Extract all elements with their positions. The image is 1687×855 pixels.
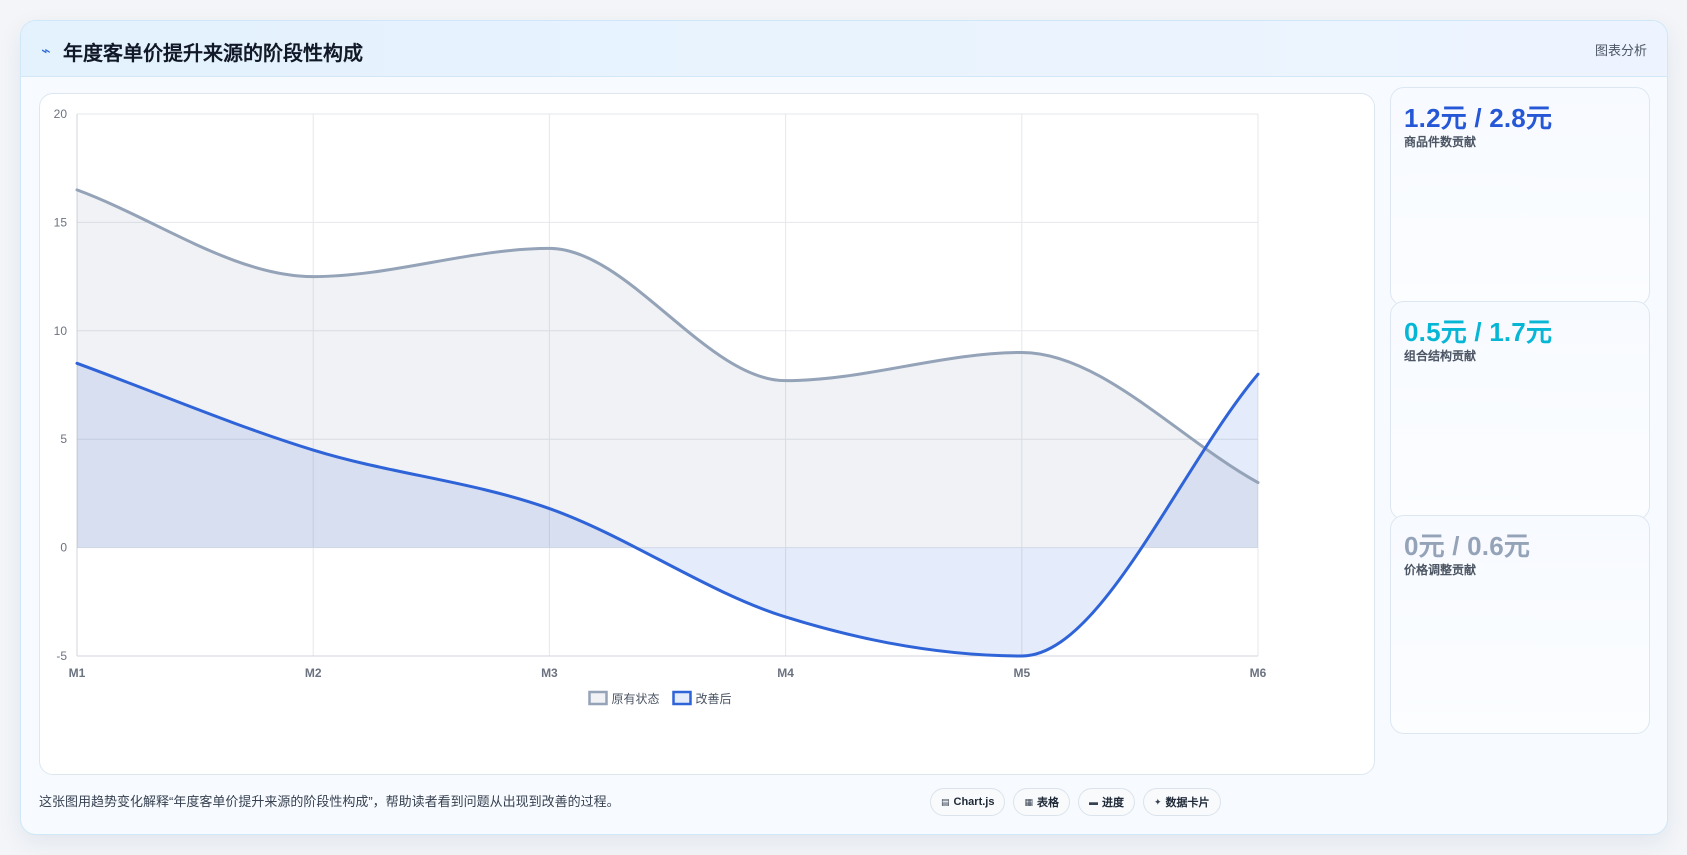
kpi-card-item-count: 1.2元 / 2.8元 商品件数贡献 bbox=[1390, 87, 1650, 306]
progress-icon: ▬ bbox=[1089, 797, 1098, 807]
legend-swatch bbox=[588, 690, 608, 706]
y-tick-label: 5 bbox=[60, 432, 67, 446]
series-area-1 bbox=[77, 363, 1258, 656]
table-icon: ▦ bbox=[1024, 796, 1033, 807]
series-line-0 bbox=[75, 188, 1260, 485]
x-tick-label: M6 bbox=[1250, 666, 1267, 680]
tool-chips: ▤ Chart.js ▦ 表格 ▬ 进度 ✦ 数据卡片 bbox=[930, 788, 1221, 816]
card-header: ⌁ 年度客单价提升来源的阶段性构成 图表分析 bbox=[21, 21, 1667, 77]
chart-icon: ▤ bbox=[941, 796, 950, 807]
chart-card: ⌁ 年度客单价提升来源的阶段性构成 图表分析 -5 0 5 10 15 20 M1 M2 M3 M… bbox=[20, 20, 1668, 835]
chip-label: 进度 bbox=[1102, 797, 1124, 809]
kpi-value: 0.5元 / 1.7元 bbox=[1404, 317, 1553, 347]
chip-table[interactable]: ▦ 表格 bbox=[1013, 788, 1070, 816]
series-area-0 bbox=[77, 189, 1258, 548]
y-tick-label: 10 bbox=[54, 324, 68, 338]
x-tick-label: M2 bbox=[305, 666, 322, 680]
kpi-card-bundle-structure: 0.5元 / 1.7元 组合结构贡献 bbox=[1390, 301, 1650, 520]
kpi-value: 0元 / 0.6元 bbox=[1404, 531, 1531, 561]
y-tick-label: 0 bbox=[60, 541, 67, 555]
y-tick-label: 20 bbox=[54, 107, 68, 121]
y-tick-label: 15 bbox=[54, 215, 68, 229]
x-tick-label: M4 bbox=[777, 666, 794, 680]
kpi-label: 价格调整贡献 bbox=[1404, 563, 1477, 577]
kpi-card-price-adjust: 0元 / 0.6元 价格调整贡献 bbox=[1390, 515, 1650, 734]
chip-label: 表格 bbox=[1037, 797, 1059, 809]
series-line-1 bbox=[75, 361, 1260, 658]
chip-label: Chart.js bbox=[953, 796, 995, 808]
chip-progress[interactable]: ▬ 进度 bbox=[1078, 788, 1135, 816]
page-title: 年度客单价提升来源的阶段性构成 bbox=[63, 43, 363, 65]
chart-caption: 这张图用趋势变化解释“年度客单价提升来源的阶段性构成”，帮助读者看到问题从出现到… bbox=[39, 794, 620, 809]
kpi-label: 组合结构贡献 bbox=[1404, 349, 1477, 363]
legend-label: 改善后 bbox=[696, 691, 732, 706]
x-tick-label: M5 bbox=[1013, 666, 1030, 680]
kpi-label: 商品件数贡献 bbox=[1404, 135, 1477, 149]
chart-analysis-tag: 图表分析 bbox=[1594, 43, 1647, 58]
y-tick-label: -5 bbox=[56, 649, 67, 663]
chart-line-icon: ⌁ bbox=[41, 43, 51, 60]
legend-label: 原有状态 bbox=[612, 692, 660, 706]
line-chart: -5 0 5 10 15 20 M1 M2 M3 M4 M5 M6 原有状态 改善后 bbox=[54, 107, 1267, 706]
chip-chartjs[interactable]: ▤ Chart.js bbox=[930, 788, 1006, 816]
kpi-value: 1.2元 / 2.8元 bbox=[1404, 103, 1553, 133]
chip-label: 数据卡片 bbox=[1165, 797, 1210, 809]
chart-panel: -5 0 5 10 15 20 M1 M2 M3 M4 M5 M6 原有状态 改善后 bbox=[39, 93, 1375, 775]
legend-swatch bbox=[672, 690, 692, 706]
chip-data-card[interactable]: ✦ 数据卡片 bbox=[1143, 788, 1221, 816]
sparkle-icon: ✦ bbox=[1154, 796, 1162, 807]
x-tick-label: M1 bbox=[69, 666, 86, 680]
x-tick-label: M3 bbox=[541, 666, 558, 680]
